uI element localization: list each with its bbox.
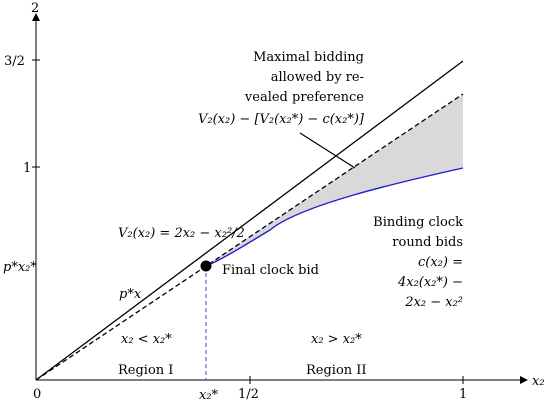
maximal-bidding-line-2: allowed by re- [271,70,364,85]
region-left-condition: x₂ < x₂* [121,332,172,347]
region-1-label: Region I [118,363,173,378]
region-2-label: Region II [306,363,367,378]
y-tick-label-three-halves: 3/2 [4,54,25,69]
annotation-pointer [299,132,356,169]
x-tick-label-zero: 0 [33,387,41,402]
maximal-bidding-line-1: Maximal bidding [253,50,364,65]
solid-line [35,60,464,381]
region-right-condition: x₂ > x₂* [311,332,362,347]
x-axis-label: x₂ [532,374,545,389]
x-tick-label-one: 1 [459,387,467,402]
binding-clock-line-4: 4x₂(x₂*) − [397,275,463,290]
binding-clock-line-2: round bids [392,235,463,250]
y-tick-label-pstar: p*x₂* [3,260,37,275]
binding-clock-line-1: Binding clock [373,215,463,230]
final-clock-bid-label: Final clock bid [222,263,319,278]
binding-clock-line-5: 2x₂ − x₂² [404,295,463,310]
maximal-bidding-line-3: vealed preference [244,90,364,105]
blue-curve [205,167,464,267]
x-tick-label-half: 1/2 [238,387,259,402]
dashed-line [35,93,464,381]
price-line-label: p*x [119,287,142,302]
final-clock-bid-marker [200,260,212,272]
y-axis-label: 2 [31,1,39,16]
x-tick-label-x-star: x₂* [199,388,219,403]
value-function-label: V₂(x₂) = 2x₂ − x₂²/2 [118,226,245,241]
binding-clock-line-3: c(x₂) = [418,255,463,270]
y-tick-label-one: 1 [23,161,31,176]
maximal-bidding-formula: V₂(x₂) − [V₂(x₂*) − c(x₂*)] [198,112,365,127]
